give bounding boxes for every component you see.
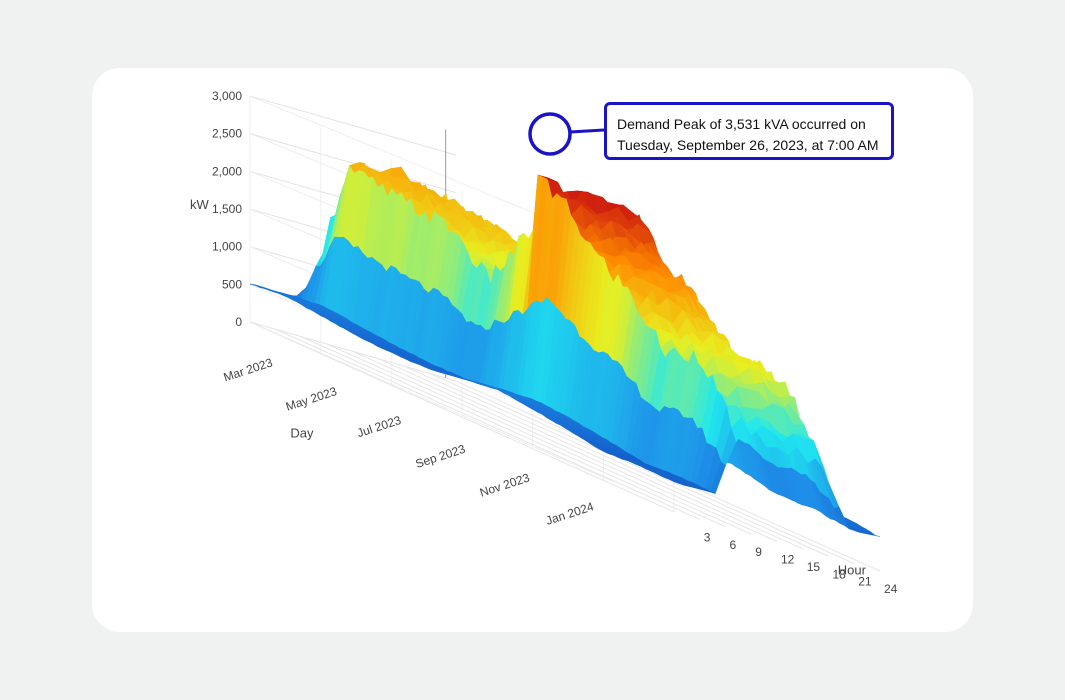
z-tick-label: 2,500 <box>212 127 242 141</box>
peak-highlight-circle <box>528 112 572 156</box>
hour-gridline <box>275 328 700 520</box>
hour-axis-title: Hour <box>838 563 867 578</box>
z-tick-label: 500 <box>222 277 242 291</box>
chart-card: 0 500 1,000 1,500 2,000 2,500 3,000 kW Mar 2023 M… <box>92 68 973 632</box>
day-tick-label: Jul 2023 <box>355 413 403 440</box>
z-tick-label: 1,500 <box>212 202 242 216</box>
hour-tick-label: 21 <box>858 575 872 589</box>
surface-patch <box>669 479 685 486</box>
day-axis-title: Day <box>290 426 314 441</box>
hour-tick-label: 9 <box>755 545 762 559</box>
peak-annotation: Demand Peak of 3,531 kVA occurred on Tue… <box>604 102 894 160</box>
hour-gridline <box>404 365 829 557</box>
hour-gridline <box>301 336 726 528</box>
callout-connector <box>569 128 605 134</box>
z-tick-label: 1,000 <box>212 240 242 254</box>
day-tick-label: Nov 2023 <box>478 470 531 499</box>
surface-chart: 0 500 1,000 1,500 2,000 2,500 3,000 kW Mar 2023 M… <box>190 89 898 596</box>
annotation-line-2: Tuesday, September 26, 2023, at 7:00 AM <box>617 137 879 153</box>
z-tick-label: 0 <box>235 315 242 329</box>
day-tick-label: May 2023 <box>284 384 339 414</box>
z-axis-title: kW <box>190 197 210 212</box>
hour-gridline <box>249 321 675 513</box>
annotation-line-1: Demand Peak of 3,531 kVA occurred on <box>617 116 866 132</box>
hour-gridline <box>352 351 778 542</box>
hour-tick-label: 24 <box>884 582 898 596</box>
surface-patch <box>864 531 881 537</box>
hour-gridline <box>378 358 803 550</box>
hour-tick-label: 12 <box>781 553 795 567</box>
hour-tick-label: 15 <box>807 560 821 574</box>
z-gridline <box>249 133 457 194</box>
hour-tick-label: 18 <box>833 567 847 581</box>
hour-gridline <box>430 373 855 565</box>
z-tick-label: 3,000 <box>212 89 242 103</box>
hour-tick-label: 6 <box>730 538 737 552</box>
day-tick-label: Jan 2024 <box>544 499 596 528</box>
day-tick-label: Sep 2023 <box>414 442 468 471</box>
day-tick-label: Mar 2023 <box>222 355 275 384</box>
z-tick-label: 2,000 <box>212 164 242 178</box>
z-gridline <box>249 95 457 156</box>
hour-tick-label: 3 <box>704 530 711 544</box>
hour-gridline <box>327 343 752 535</box>
